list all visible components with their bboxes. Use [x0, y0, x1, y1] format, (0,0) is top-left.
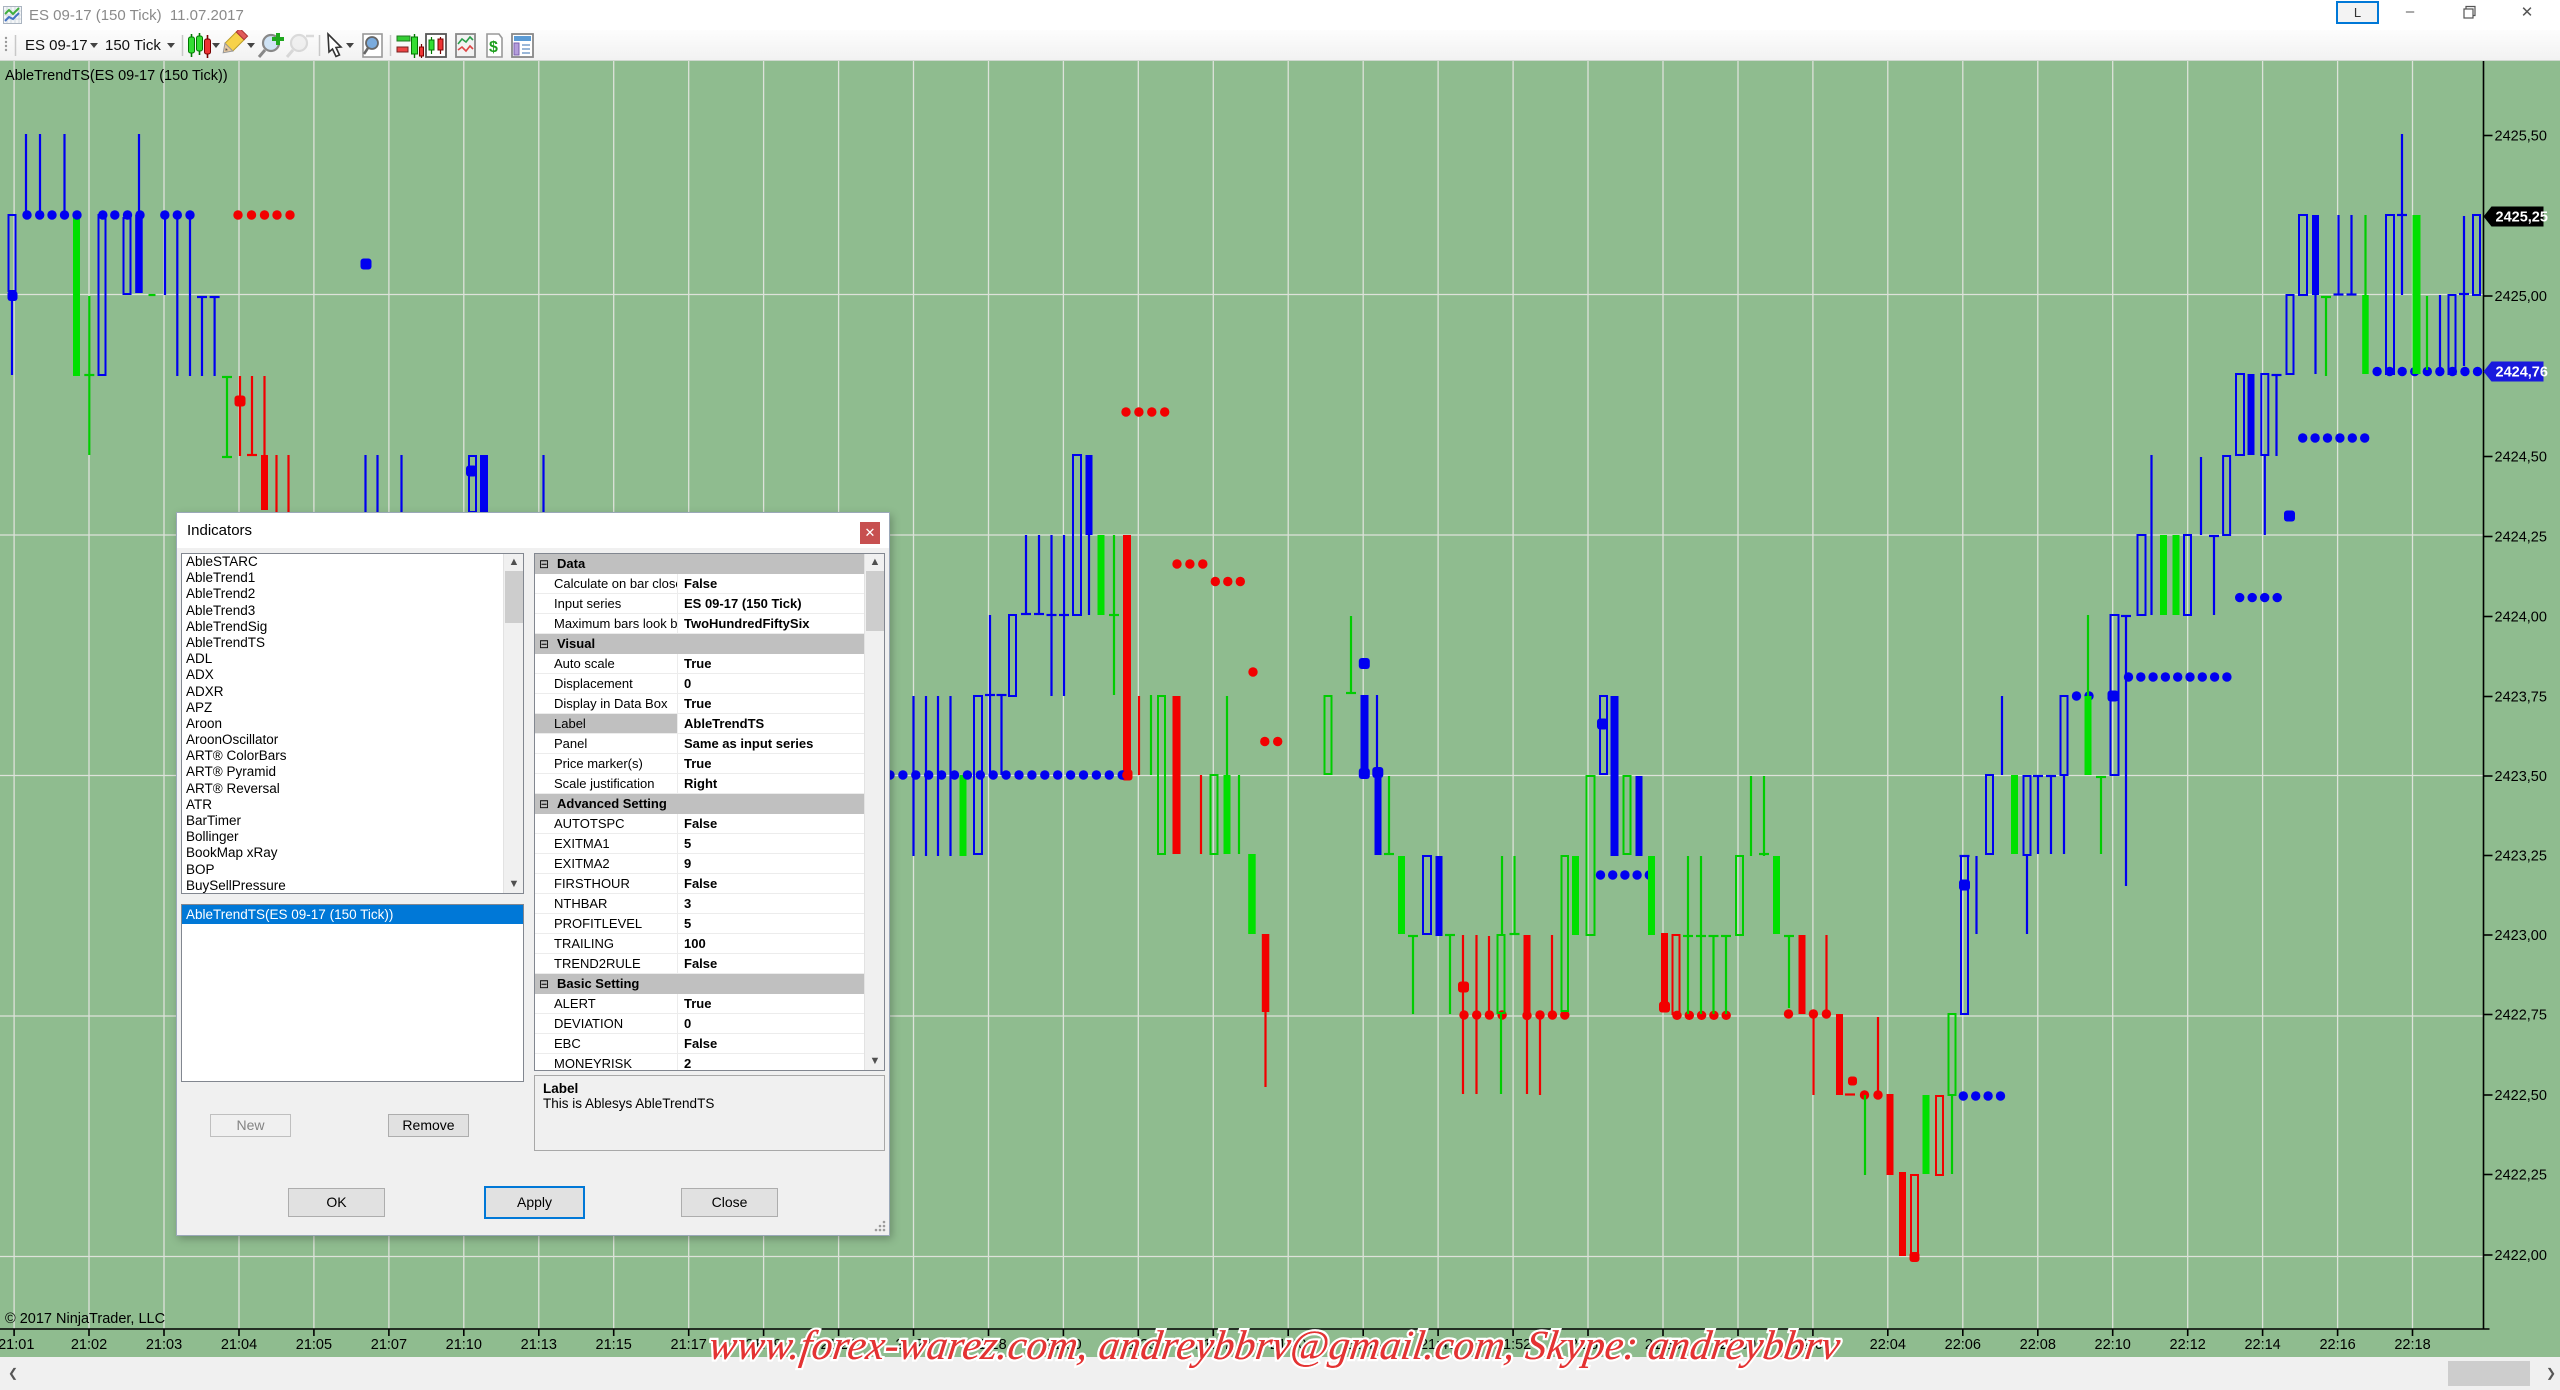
svg-text:© 2017 NinjaTrader, LLC: © 2017 NinjaTrader, LLC: [5, 1311, 165, 1327]
svg-text:22:08: 22:08: [2020, 1337, 2056, 1353]
svg-text:21:56: 21:56: [1645, 1337, 1681, 1353]
svg-text:2424,76: 2424,76: [2496, 365, 2548, 381]
svg-text:2424,50: 2424,50: [2495, 450, 2547, 466]
svg-text:2425,00: 2425,00: [2495, 289, 2547, 305]
svg-text:21:19: 21:19: [745, 1337, 781, 1353]
svg-text:ES 09-17: ES 09-17: [25, 37, 88, 54]
svg-text:2425,25: 2425,25: [2496, 210, 2548, 226]
svg-text:21:03: 21:03: [146, 1337, 182, 1353]
svg-text:2422,50: 2422,50: [2495, 1088, 2547, 1104]
svg-text:21:40: 21:40: [1270, 1337, 1306, 1353]
svg-text:22:14: 22:14: [2244, 1337, 2280, 1353]
svg-text:21:21: 21:21: [820, 1337, 856, 1353]
svg-text:22:12: 22:12: [2170, 1337, 2206, 1353]
svg-text:21:33: 21:33: [1120, 1337, 1156, 1353]
svg-text:21:07: 21:07: [371, 1337, 407, 1353]
svg-text:2422,75: 2422,75: [2495, 1008, 2547, 1024]
svg-text:21:15: 21:15: [596, 1337, 632, 1353]
svg-text:2423,75: 2423,75: [2495, 690, 2547, 706]
svg-text:22:06: 22:06: [1945, 1337, 1981, 1353]
svg-text:150 Tick: 150 Tick: [105, 37, 161, 54]
svg-text:www.forex-warez.com, andreybbr: www.forex-warez.com, andreybbrv@gmail.co…: [709, 1323, 1844, 1369]
svg-text:www.forex-warez.com, andreybbr: www.forex-warez.com, andreybbrv@gmail.co…: [709, 1323, 1844, 1369]
svg-text:AbleTrendTS(ES 09-17 (150 Tick: AbleTrendTS(ES 09-17 (150 Tick)): [5, 68, 228, 84]
svg-text:21:28: 21:28: [970, 1337, 1006, 1353]
svg-text:2423,00: 2423,00: [2495, 928, 2547, 944]
svg-text:2423,25: 2423,25: [2495, 849, 2547, 865]
svg-text:21:01: 21:01: [0, 1337, 34, 1353]
svg-text:22:18: 22:18: [2394, 1337, 2430, 1353]
svg-text:2425,50: 2425,50: [2495, 129, 2547, 145]
svg-text:2423,50: 2423,50: [2495, 769, 2547, 785]
svg-text:21:37: 21:37: [1195, 1337, 1231, 1353]
svg-text:21:10: 21:10: [446, 1337, 482, 1353]
svg-text:2422,00: 2422,00: [2495, 1248, 2547, 1264]
svg-text:2424,00: 2424,00: [2495, 610, 2547, 626]
svg-text:21:02: 21:02: [71, 1337, 107, 1353]
svg-text:22:10: 22:10: [2095, 1337, 2131, 1353]
svg-text:21:49: 21:49: [1420, 1337, 1456, 1353]
svg-text:21:59: 21:59: [1720, 1337, 1756, 1353]
svg-text:22:03: 22:03: [1795, 1337, 1831, 1353]
svg-text:21:05: 21:05: [296, 1337, 332, 1353]
svg-text:2422,25: 2422,25: [2495, 1168, 2547, 1184]
svg-text:2424,25: 2424,25: [2495, 530, 2547, 546]
svg-text:21:44: 21:44: [1345, 1337, 1381, 1353]
svg-text:21:52: 21:52: [1495, 1337, 1531, 1353]
svg-text:21:30: 21:30: [1045, 1337, 1081, 1353]
svg-text:21:13: 21:13: [521, 1337, 557, 1353]
svg-text:21:17: 21:17: [671, 1337, 707, 1353]
svg-text:22:04: 22:04: [1870, 1337, 1906, 1353]
svg-text:21:24: 21:24: [895, 1337, 931, 1353]
svg-text:$: $: [489, 39, 498, 56]
svg-text:22:16: 22:16: [2319, 1337, 2355, 1353]
svg-text:21:04: 21:04: [221, 1337, 257, 1353]
svg-text:21:55: 21:55: [1570, 1337, 1606, 1353]
